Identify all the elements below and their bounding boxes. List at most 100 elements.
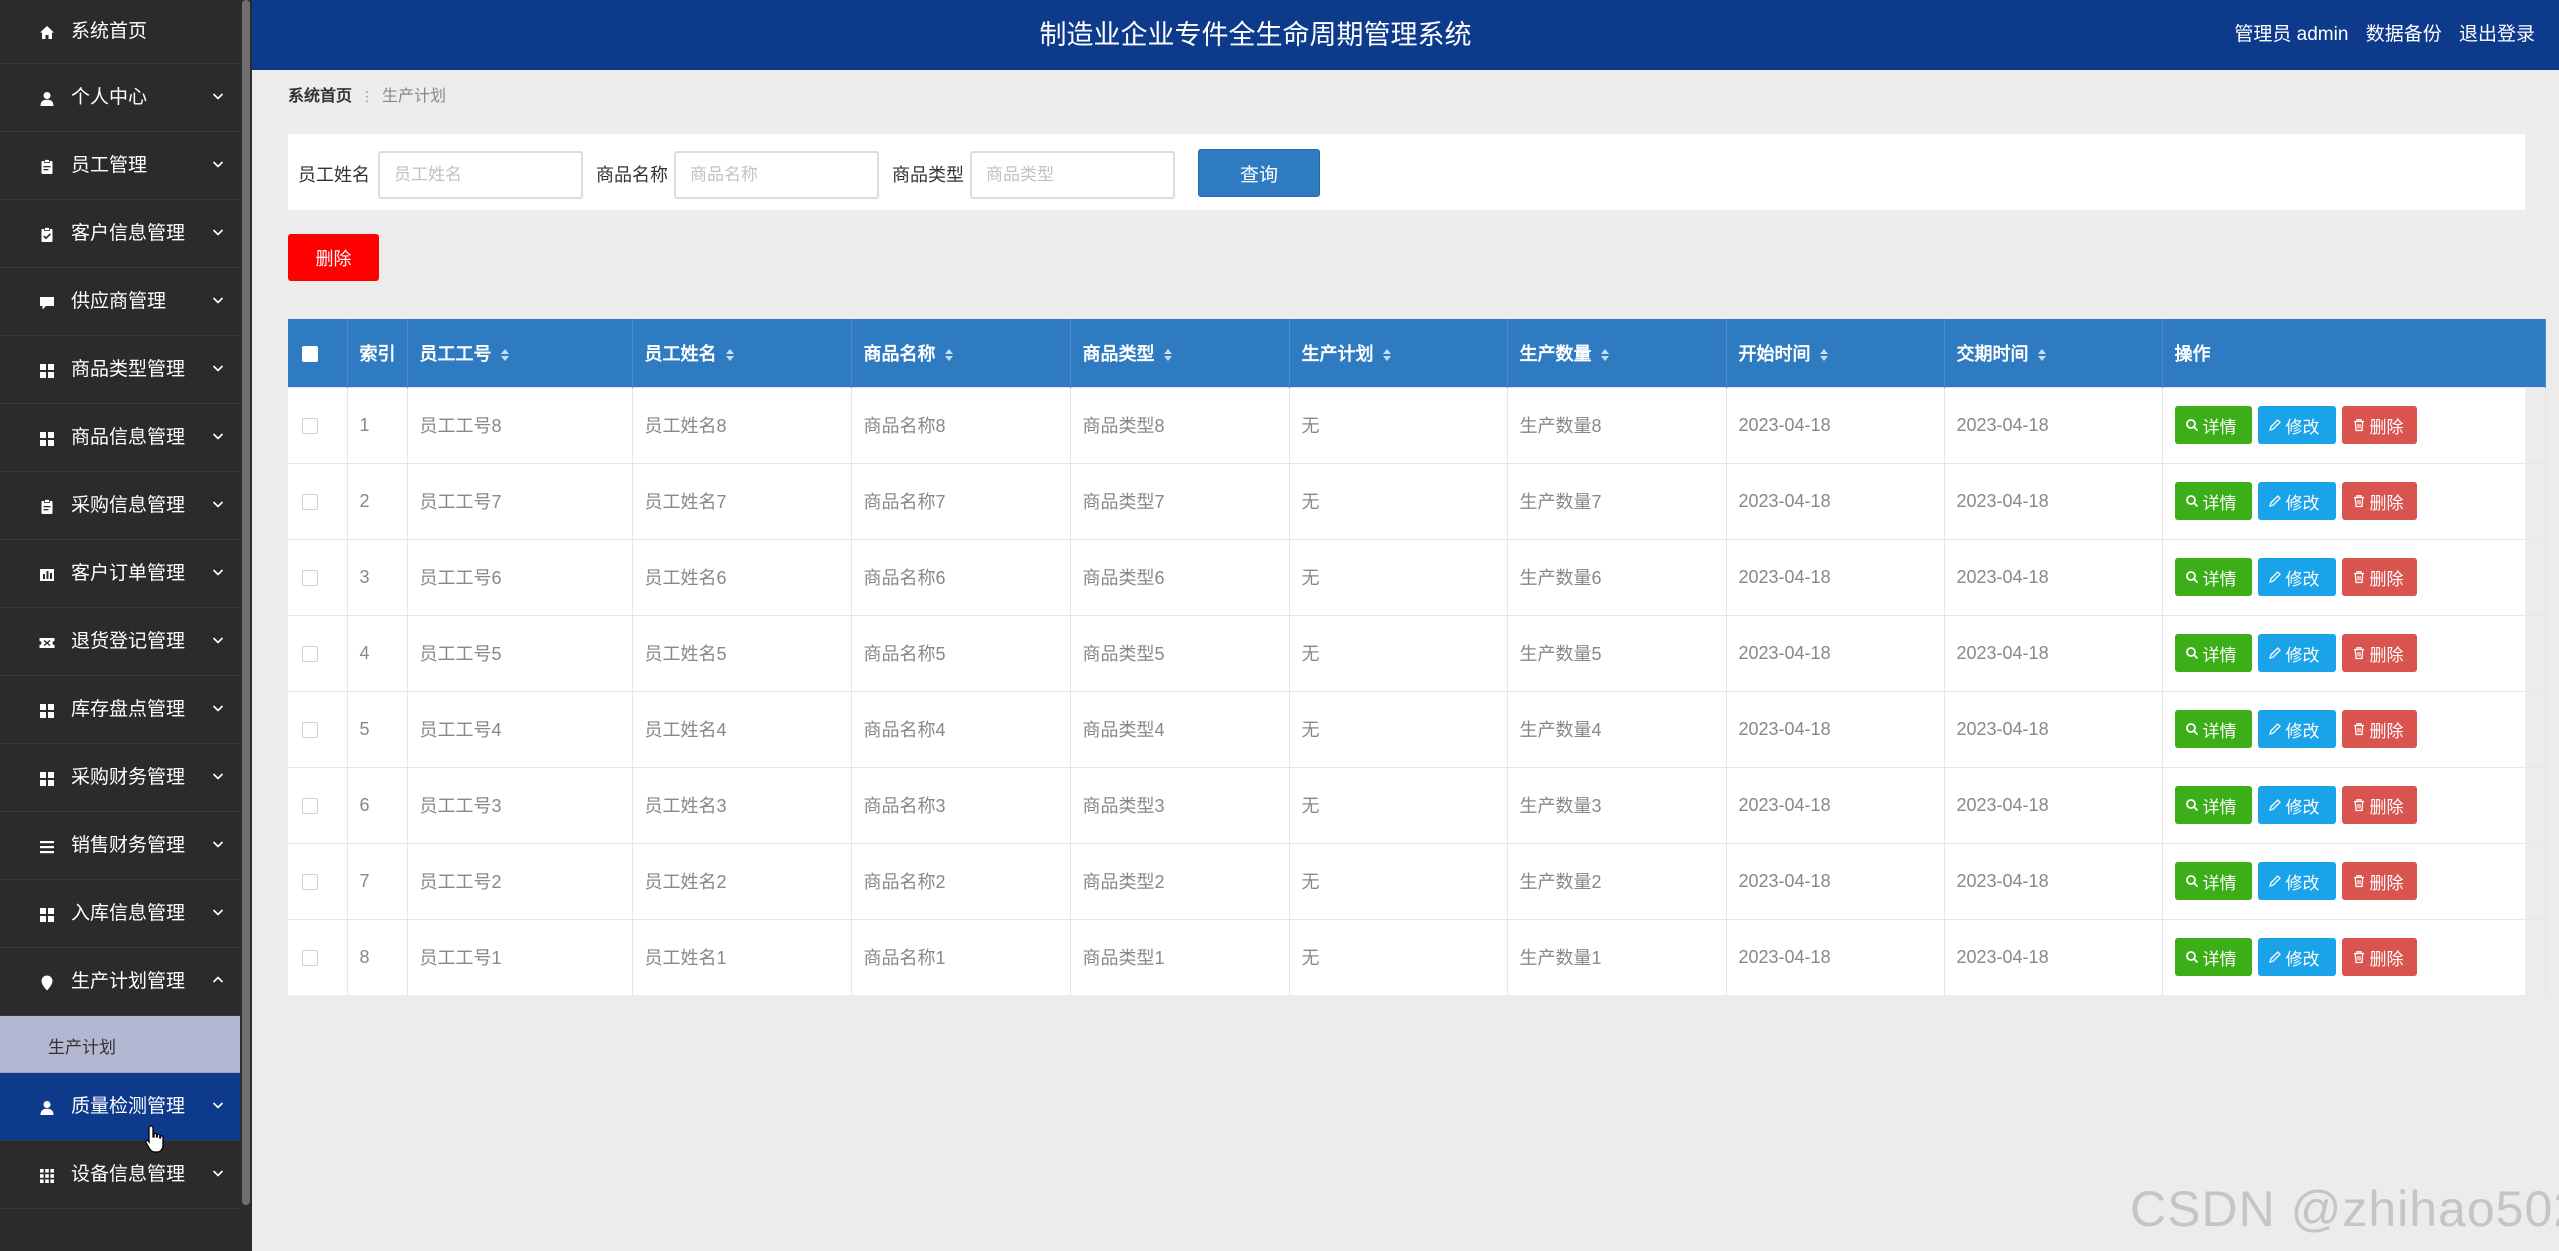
- table-cell: 员工工号2: [407, 843, 633, 919]
- delete-button[interactable]: 删除: [2341, 558, 2417, 596]
- home-icon: [38, 24, 56, 42]
- pencil-icon: [2268, 874, 2286, 888]
- logout-link[interactable]: 退出登录: [2458, 24, 2535, 45]
- row-select-cell: [288, 615, 348, 691]
- sidebar-item-6[interactable]: 商品类型管理: [0, 336, 240, 404]
- edit-button[interactable]: 修改: [2257, 558, 2336, 596]
- edit-button[interactable]: 修改: [2257, 634, 2336, 672]
- delete-button[interactable]: 删除: [2341, 786, 2417, 824]
- row-checkbox[interactable]: [302, 569, 318, 586]
- sort-icon[interactable]: [725, 348, 735, 362]
- sidebar-item-9[interactable]: 客户订单管理: [0, 540, 240, 608]
- sidebar-item-16[interactable]: 质量检测管理: [0, 1073, 240, 1141]
- edit-button[interactable]: 修改: [2257, 786, 2336, 824]
- employee-name-input[interactable]: [378, 151, 583, 199]
- detail-button[interactable]: 详情: [2174, 938, 2252, 977]
- sidebar-item-label: 设备信息管理: [71, 1164, 186, 1185]
- detail-button[interactable]: 详情: [2174, 558, 2252, 596]
- column-header[interactable]: 交期时间: [1944, 319, 2163, 387]
- sidebar-item-7[interactable]: 商品信息管理: [0, 404, 240, 472]
- breadcrumb-home[interactable]: 系统首页: [288, 88, 353, 105]
- sidebar-item-3[interactable]: 员工管理: [0, 132, 240, 200]
- submenu-production-plan[interactable]: 生产计划: [0, 1016, 240, 1073]
- sidebar-item-2[interactable]: 个人中心: [0, 64, 240, 132]
- sort-icon[interactable]: [500, 348, 510, 362]
- query-button[interactable]: 查询: [1198, 149, 1320, 197]
- select-all-checkbox[interactable]: [302, 345, 318, 362]
- row-checkbox[interactable]: [302, 493, 318, 510]
- sidebar-scrollbar[interactable]: [240, 0, 252, 1251]
- delete-button[interactable]: 删除: [2341, 482, 2417, 520]
- detail-button[interactable]: 详情: [2174, 482, 2252, 520]
- sidebar-item-11[interactable]: 库存盘点管理: [0, 676, 240, 744]
- trash-icon: [2352, 874, 2370, 888]
- edit-label: 修改: [2285, 645, 2320, 665]
- table-cell: 商品名称8: [851, 387, 1071, 463]
- employee-name-label: 员工姓名: [298, 165, 370, 185]
- sidebar-item-10[interactable]: 退货登记管理: [0, 608, 240, 676]
- detail-button[interactable]: 详情: [2174, 786, 2252, 824]
- edit-button[interactable]: 修改: [2257, 938, 2336, 977]
- sort-icon[interactable]: [1819, 348, 1829, 362]
- detail-button[interactable]: 详情: [2174, 710, 2252, 748]
- edit-button[interactable]: 修改: [2257, 710, 2336, 748]
- row-checkbox[interactable]: [302, 950, 318, 966]
- sort-icon[interactable]: [2037, 348, 2047, 362]
- column-header[interactable]: 商品类型: [1070, 319, 1290, 387]
- column-header[interactable]: 员工工号: [407, 319, 633, 387]
- row-checkbox[interactable]: [302, 417, 318, 434]
- edit-button[interactable]: 修改: [2257, 862, 2336, 900]
- column-header[interactable]: 生产数量: [1507, 319, 1727, 387]
- column-header-label: 商品类型: [1082, 343, 1155, 364]
- chevron-down-icon: [210, 292, 226, 308]
- detail-button[interactable]: 详情: [2174, 634, 2252, 672]
- table-cell: 无: [1289, 843, 1508, 919]
- table-cell: 商品名称7: [851, 463, 1071, 539]
- sidebar-item-17[interactable]: 设备信息管理: [0, 1141, 240, 1209]
- product-type-input[interactable]: [970, 151, 1175, 199]
- sidebar-item-15[interactable]: 生产计划管理: [0, 948, 240, 1016]
- delete-button[interactable]: 删除: [2341, 938, 2417, 977]
- row-checkbox[interactable]: [302, 645, 318, 662]
- row-checkbox[interactable]: [302, 873, 318, 890]
- sidebar-item-4[interactable]: 客户信息管理: [0, 200, 240, 268]
- column-header[interactable]: 商品名称: [851, 319, 1071, 387]
- sort-icon[interactable]: [1382, 348, 1392, 362]
- production-plan-table: 索引 员工工号 员工姓名 商品名称 商品类型 生产计划 生产数量 开始时间 交期时间 操作 1 员工…: [288, 319, 2546, 995]
- product-name-input[interactable]: [674, 151, 879, 199]
- delete-button[interactable]: 删除: [2341, 634, 2417, 672]
- row-checkbox[interactable]: [302, 721, 318, 738]
- delete-button[interactable]: 删除: [2341, 406, 2417, 444]
- sort-icon[interactable]: [1163, 348, 1173, 362]
- data-backup-link[interactable]: 数据备份: [2365, 24, 2442, 45]
- sidebar-item-1[interactable]: 系统首页: [0, 0, 240, 64]
- row-checkbox[interactable]: [302, 797, 318, 814]
- search-icon: [2185, 418, 2203, 432]
- detail-button[interactable]: 详情: [2174, 406, 2252, 444]
- table-cell: 员工姓名7: [632, 463, 852, 539]
- delete-label: 删除: [2369, 797, 2404, 817]
- sort-icon[interactable]: [944, 348, 954, 362]
- sort-icon[interactable]: [1600, 348, 1610, 362]
- sidebar-item-13[interactable]: 销售财务管理: [0, 812, 240, 880]
- sidebar-item-12[interactable]: 采购财务管理: [0, 744, 240, 812]
- column-header[interactable]: 员工姓名: [632, 319, 852, 387]
- column-header[interactable]: 生产计划: [1289, 319, 1508, 387]
- sidebar-item-label: 生产计划管理: [71, 971, 186, 992]
- detail-button[interactable]: 详情: [2174, 862, 2252, 900]
- sidebar-item-5[interactable]: 供应商管理: [0, 268, 240, 336]
- sidebar-item-8[interactable]: 采购信息管理: [0, 472, 240, 540]
- delete-button[interactable]: 删除: [2341, 710, 2417, 748]
- column-header-label: 商品名称: [863, 343, 936, 364]
- table-cell: 商品类型1: [1070, 919, 1290, 995]
- delete-button[interactable]: 删除: [2341, 862, 2417, 900]
- edit-button[interactable]: 修改: [2257, 406, 2336, 444]
- sidebar-item-14[interactable]: 入库信息管理: [0, 880, 240, 948]
- sidebar-scrollbar-thumb[interactable]: [242, 0, 250, 1205]
- current-user[interactable]: 管理员 admin: [2234, 24, 2349, 45]
- table-cell: 无: [1289, 691, 1508, 767]
- delete-label: 删除: [2369, 721, 2404, 741]
- edit-button[interactable]: 修改: [2257, 482, 2336, 520]
- column-header[interactable]: 开始时间: [1726, 319, 1945, 387]
- bulk-delete-button[interactable]: 删除: [288, 234, 379, 281]
